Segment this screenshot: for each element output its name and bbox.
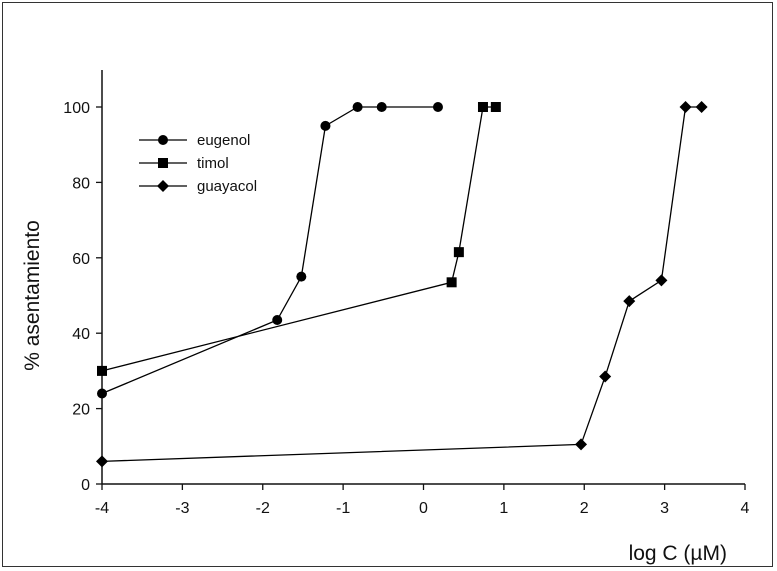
data-point-timol	[477, 102, 488, 112]
y-tick-label: 40	[72, 326, 90, 343]
data-point-eugenol	[376, 102, 387, 112]
y-tick-label: 20	[72, 402, 90, 419]
data-point-eugenol	[272, 315, 283, 326]
x-tick-label: 2	[580, 500, 589, 517]
data-point-timol	[97, 365, 107, 376]
data-point-guayacol	[96, 455, 108, 468]
y-tick-label: 100	[63, 100, 90, 117]
series-layer	[96, 101, 708, 468]
series-line-eugenol	[101, 106, 438, 395]
x-tick-label: -3	[175, 500, 189, 517]
y-axis-title: % asentamiento	[21, 220, 44, 371]
data-point-guayacol	[599, 370, 612, 383]
x-tick-label: 0	[419, 500, 428, 517]
legend-marker	[157, 180, 169, 192]
series-line-timol	[101, 106, 496, 372]
data-point-guayacol	[695, 101, 708, 113]
x-tick-label: 3	[660, 500, 669, 517]
data-point-timol	[446, 277, 457, 288]
legend-item-eugenol: eugenol	[139, 132, 250, 149]
y-tick-label: 80	[72, 175, 90, 192]
x-tick-label: -2	[256, 500, 270, 517]
data-point-guayacol	[575, 438, 588, 451]
y-tick-label: 60	[72, 251, 90, 268]
legend-marker	[158, 135, 168, 145]
data-point-timol	[490, 102, 501, 112]
series-line-guayacol	[101, 106, 702, 463]
axes: -4 -3 -2 -1 0 1 2 3 4 0 20 40 60 80 100	[63, 70, 750, 517]
x-ticks: -4 -3 -2 -1 0 1 2 3 4	[95, 484, 750, 517]
data-point-eugenol	[320, 120, 331, 131]
x-tick-label: -4	[95, 500, 109, 517]
data-point-eugenol	[296, 271, 307, 282]
series-timol	[97, 102, 501, 376]
data-point-eugenol	[97, 388, 107, 399]
data-point-timol	[453, 247, 464, 258]
x-tick-label: 1	[499, 500, 508, 517]
legend: eugenol timol guayacol	[139, 132, 257, 195]
series-eugenol	[97, 102, 443, 399]
legend-item-guayacol: guayacol	[139, 178, 257, 195]
legend-item-timol: timol	[139, 155, 229, 172]
data-point-eugenol	[432, 102, 443, 112]
data-point-guayacol	[623, 295, 636, 308]
x-axis-title: log C (µM)	[629, 542, 727, 565]
data-point-guayacol	[679, 101, 692, 113]
legend-label: eugenol	[197, 132, 250, 149]
series-guayacol	[96, 101, 708, 468]
x-tick-label: 4	[741, 500, 750, 517]
y-ticks: 0 20 40 60 80 100	[63, 100, 102, 494]
legend-marker	[158, 158, 168, 168]
data-point-eugenol	[352, 102, 363, 112]
data-point-guayacol	[655, 274, 668, 287]
x-tick-label: -1	[336, 500, 350, 517]
legend-label: timol	[197, 155, 229, 172]
y-tick-label: 0	[81, 477, 90, 494]
legend-label: guayacol	[197, 178, 257, 195]
